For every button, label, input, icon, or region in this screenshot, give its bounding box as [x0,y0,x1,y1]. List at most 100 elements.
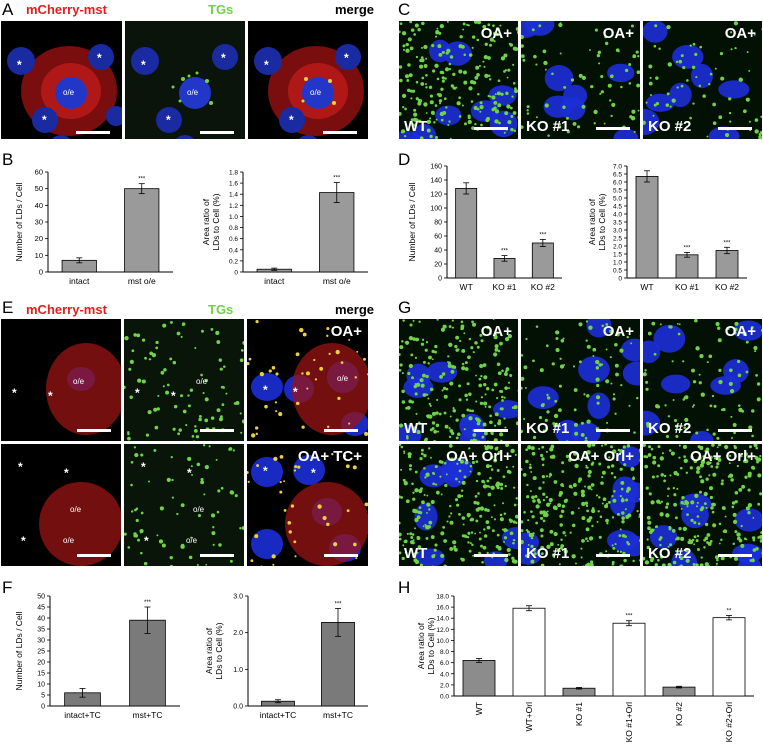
lipid-droplet [435,31,439,35]
lipid-droplet [400,445,404,449]
scale-bar [474,127,508,130]
lipid-droplet [487,23,491,27]
nucleus [586,319,612,338]
lipid-droplet [563,549,568,554]
lipid-droplet [295,352,300,357]
lipid-droplet [539,510,544,515]
lipid-droplet [706,461,711,466]
lipid-droplet [431,554,436,559]
scale-bar [324,429,358,432]
lipid-droplet [738,487,743,492]
lipid-droplet [421,46,424,49]
lipid-droplet [532,499,536,503]
lipid-droplet [200,373,203,377]
lipid-droplet [517,363,518,366]
lipid-droplet [541,463,545,467]
lipid-droplet [521,34,524,40]
lipid-droplet [732,422,737,427]
lipid-droplet [417,510,421,514]
lipid-droplet [651,475,655,479]
lipid-droplet [460,320,464,324]
y-tick-label: 3.0 [233,594,243,601]
nucleus [251,529,283,559]
lipid-droplet [293,540,297,544]
lipid-droplet [584,456,589,460]
lipid-droplet [136,333,141,338]
lipid-droplet [438,412,442,416]
lipid-droplet [432,440,437,441]
lipid-droplet [639,497,640,501]
lipid-droplet [131,510,134,513]
marker-star: * [289,113,294,127]
cells-image [521,444,640,566]
lipid-droplet [496,397,499,400]
lipid-droplet [327,425,330,429]
lipid-droplet [559,52,562,55]
lipid-droplet [434,136,439,139]
lipid-droplet [499,517,504,522]
lipid-droplet [679,466,683,470]
lipid-droplet [216,408,221,413]
cell-line-label: KO #1 [526,118,570,135]
lipid-droplet [677,565,680,566]
lipid-droplet [404,74,409,79]
lipid-droplet [677,332,681,336]
lipid-droplet [709,455,713,459]
lipid-droplet [601,444,604,447]
lipid-droplet [491,95,494,98]
lipid-droplet [716,566,718,567]
lipid-droplet [753,345,758,351]
lipid-droplet [401,93,407,98]
lipid-droplet [540,563,545,566]
lipid-droplet [462,28,465,31]
lipid-droplet [710,506,714,510]
lipid-droplet [581,104,586,109]
lipid-droplet [696,534,700,538]
cells-image [124,444,244,566]
lipid-droplet [595,377,600,382]
lipid-droplet [532,476,537,481]
lipid-droplet [645,486,649,490]
lipid-droplet [540,403,545,408]
lipid-droplet [759,130,762,135]
lipid-droplet [446,520,449,523]
lipid-droplet [435,411,439,415]
lipid-droplet [545,502,551,507]
lipid-droplet [692,562,696,566]
y-tick-label: 6.0 [440,660,449,667]
lipid-droplet [674,424,678,428]
lipid-droplet [411,541,415,545]
lipid-droplet [135,518,139,523]
lipid-droplet [753,33,756,36]
lipid-droplet [503,131,506,134]
lipid-droplet [610,471,614,475]
nucleus [690,63,713,89]
nucleus [399,424,422,441]
lipid-droplet [595,366,600,370]
lipid-droplet [446,21,449,23]
lipid-droplet [486,440,490,441]
lipid-droplet [615,332,620,337]
lipid-droplet [211,531,216,536]
lipid-droplet [623,558,627,563]
lipid-droplet [614,363,619,368]
cell-line-label: WT [404,118,428,135]
lipid-droplet [535,325,539,328]
lipid-droplet [656,499,661,504]
lipid-droplet [479,531,481,534]
lipid-droplet [483,401,488,406]
lipid-droplet [399,521,401,525]
lipid-droplet [479,110,482,113]
lipid-droplet [509,519,513,523]
lipid-droplet [601,324,604,328]
lipid-droplet [588,536,594,541]
lipid-droplet [459,35,463,39]
lipid-droplet [241,419,244,424]
lipid-droplet [512,46,517,51]
y-axis-label: Number of LDs / Cell [14,611,24,690]
lipid-droplet [479,105,484,110]
lipid-droplet [170,456,173,459]
lipid-droplet [500,56,506,61]
marker-star: * [18,460,23,474]
lipid-droplet [405,42,409,47]
